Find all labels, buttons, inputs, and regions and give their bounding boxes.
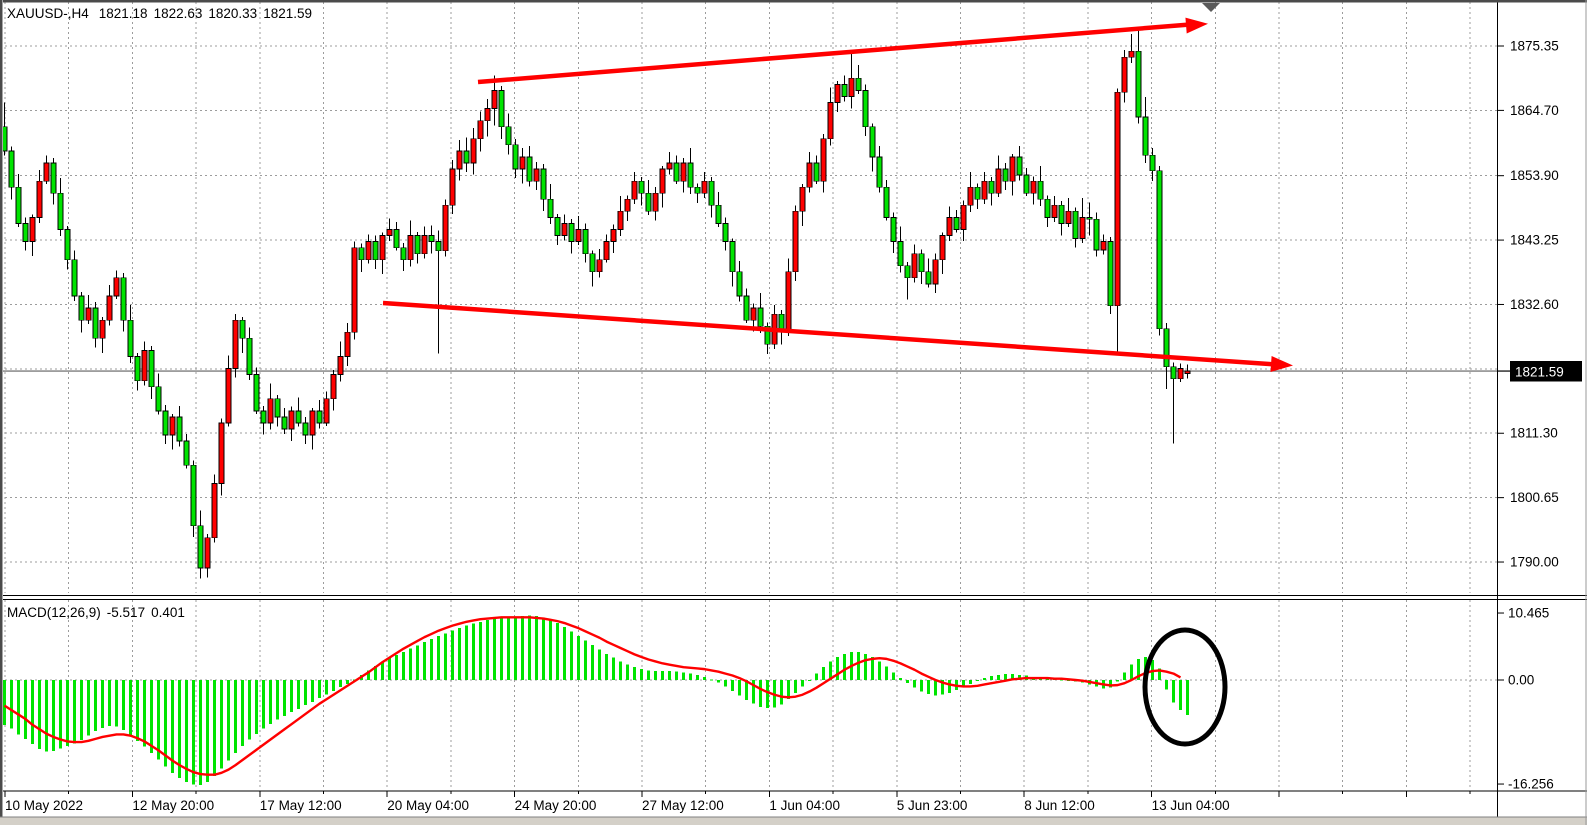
upper-trendline [477,22,1191,85]
time-axis-label: 8 Jun 12:00 [1024,798,1095,813]
svg-text:1821.59: 1821.59 [1515,365,1564,380]
bottom-scroll-strip [0,817,1587,825]
macd-axis-label: 10.465 [1508,606,1549,621]
trendline-annotations[interactable] [382,17,1293,372]
time-axis-label: 1 Jun 04:00 [769,798,840,813]
macd-histogram [3,615,1189,785]
price-axis-label: 1811.30 [1510,426,1558,441]
time-axis-label: 17 May 12:00 [260,798,342,813]
time-axis-label: 20 May 04:00 [387,798,469,813]
chart-shift-marker-icon[interactable] [1202,3,1220,12]
price-axis-label: 1864.70 [1510,103,1559,118]
lower-trendline-arrowhead [1270,356,1293,372]
time-axis-label: 27 May 12:00 [642,798,724,813]
candles [1,28,1191,579]
price-axis-label: 1875.35 [1510,39,1559,54]
time-axis[interactable]: 10 May 2022 12 May 20:00 17 May 12:00 20 Ma… [4,791,1471,813]
time-axis-label: 10 May 2022 [5,798,83,813]
price-axis-label: 1832.60 [1510,297,1559,312]
price-axis-label: 1853.90 [1510,168,1559,183]
time-axis-label: 5 Jun 23:00 [897,798,968,813]
grid-lines [0,2,1498,790]
time-axis-label: 13 Jun 04:00 [1152,798,1230,813]
upper-trendline-arrowhead [1185,17,1208,34]
current-price-tag: 1821.59 [1510,361,1582,382]
price-axis-label: 1843.25 [1510,233,1559,248]
macd-axis-label: -16.256 [1508,777,1554,792]
time-axis-label: 24 May 20:00 [515,798,597,813]
macd-axis[interactable]: 10.465 0.00 -16.256 [1497,606,1554,792]
macd-axis-label: 0.00 [1508,673,1534,688]
price-axis-label: 1800.65 [1510,490,1559,505]
macd-signal-line [3,616,1182,776]
time-axis-label: 12 May 20:00 [132,798,214,813]
macd-indicator-label: MACD(12,26,9) -5.517 0.401 [7,605,185,620]
lower-trendline [382,300,1274,367]
chart-title: XAUUSD-,H4 1821.18 1822.63 1820.33 1821.59 [7,6,312,21]
price-axis-label: 1790.00 [1510,555,1559,570]
price-axis[interactable]: 1875.35 1864.70 1853.90 1843.25 1832.60 1811.… [1497,39,1559,570]
ellipse-annotation[interactable] [1142,627,1228,747]
